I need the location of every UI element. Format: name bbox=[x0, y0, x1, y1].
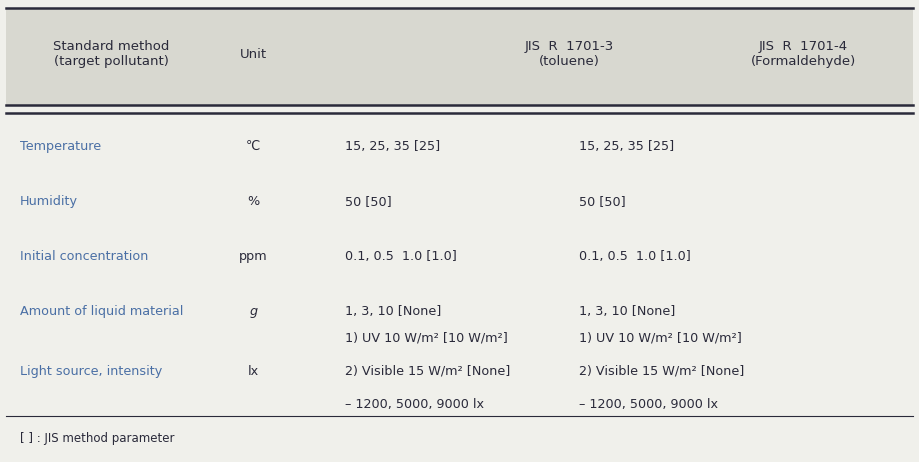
FancyBboxPatch shape bbox=[6, 8, 913, 105]
Text: JIS  R  1701-4
(Formaldehyde): JIS R 1701-4 (Formaldehyde) bbox=[751, 40, 856, 68]
Text: 1) UV 10 W/m² [10 W/m²]: 1) UV 10 W/m² [10 W/m²] bbox=[345, 331, 507, 344]
Text: Light source, intensity: Light source, intensity bbox=[19, 365, 162, 377]
Text: 0.1, 0.5  1.0 [1.0]: 0.1, 0.5 1.0 [1.0] bbox=[579, 250, 690, 263]
Text: Initial concentration: Initial concentration bbox=[19, 250, 148, 263]
Text: Amount of liquid material: Amount of liquid material bbox=[19, 305, 183, 318]
Text: – 1200, 5000, 9000 lx: – 1200, 5000, 9000 lx bbox=[579, 398, 718, 411]
Text: Standard method
(target pollutant): Standard method (target pollutant) bbox=[53, 40, 169, 68]
Text: %: % bbox=[247, 195, 259, 207]
Text: Humidity: Humidity bbox=[19, 195, 78, 207]
Text: lx: lx bbox=[248, 365, 259, 377]
Text: g: g bbox=[249, 305, 257, 318]
Text: [ ] : JIS method parameter: [ ] : JIS method parameter bbox=[19, 432, 175, 445]
Text: ℃: ℃ bbox=[246, 140, 261, 152]
Text: JIS  R  1701-3
(toluene): JIS R 1701-3 (toluene) bbox=[525, 40, 614, 68]
Text: 50 [50]: 50 [50] bbox=[345, 195, 391, 207]
Text: 1, 3, 10 [None]: 1, 3, 10 [None] bbox=[345, 305, 441, 318]
Text: ppm: ppm bbox=[239, 250, 267, 263]
Text: 1, 3, 10 [None]: 1, 3, 10 [None] bbox=[579, 305, 675, 318]
Text: Temperature: Temperature bbox=[19, 140, 101, 152]
Text: 2) Visible 15 W/m² [None]: 2) Visible 15 W/m² [None] bbox=[579, 365, 743, 377]
Text: 1) UV 10 W/m² [10 W/m²]: 1) UV 10 W/m² [10 W/m²] bbox=[579, 331, 742, 344]
Text: 0.1, 0.5  1.0 [1.0]: 0.1, 0.5 1.0 [1.0] bbox=[345, 250, 457, 263]
Text: Unit: Unit bbox=[240, 48, 267, 61]
Text: 2) Visible 15 W/m² [None]: 2) Visible 15 W/m² [None] bbox=[345, 365, 510, 377]
Text: 15, 25, 35 [25]: 15, 25, 35 [25] bbox=[345, 140, 440, 152]
Text: 50 [50]: 50 [50] bbox=[579, 195, 625, 207]
Text: 15, 25, 35 [25]: 15, 25, 35 [25] bbox=[579, 140, 674, 152]
Text: – 1200, 5000, 9000 lx: – 1200, 5000, 9000 lx bbox=[345, 398, 484, 411]
